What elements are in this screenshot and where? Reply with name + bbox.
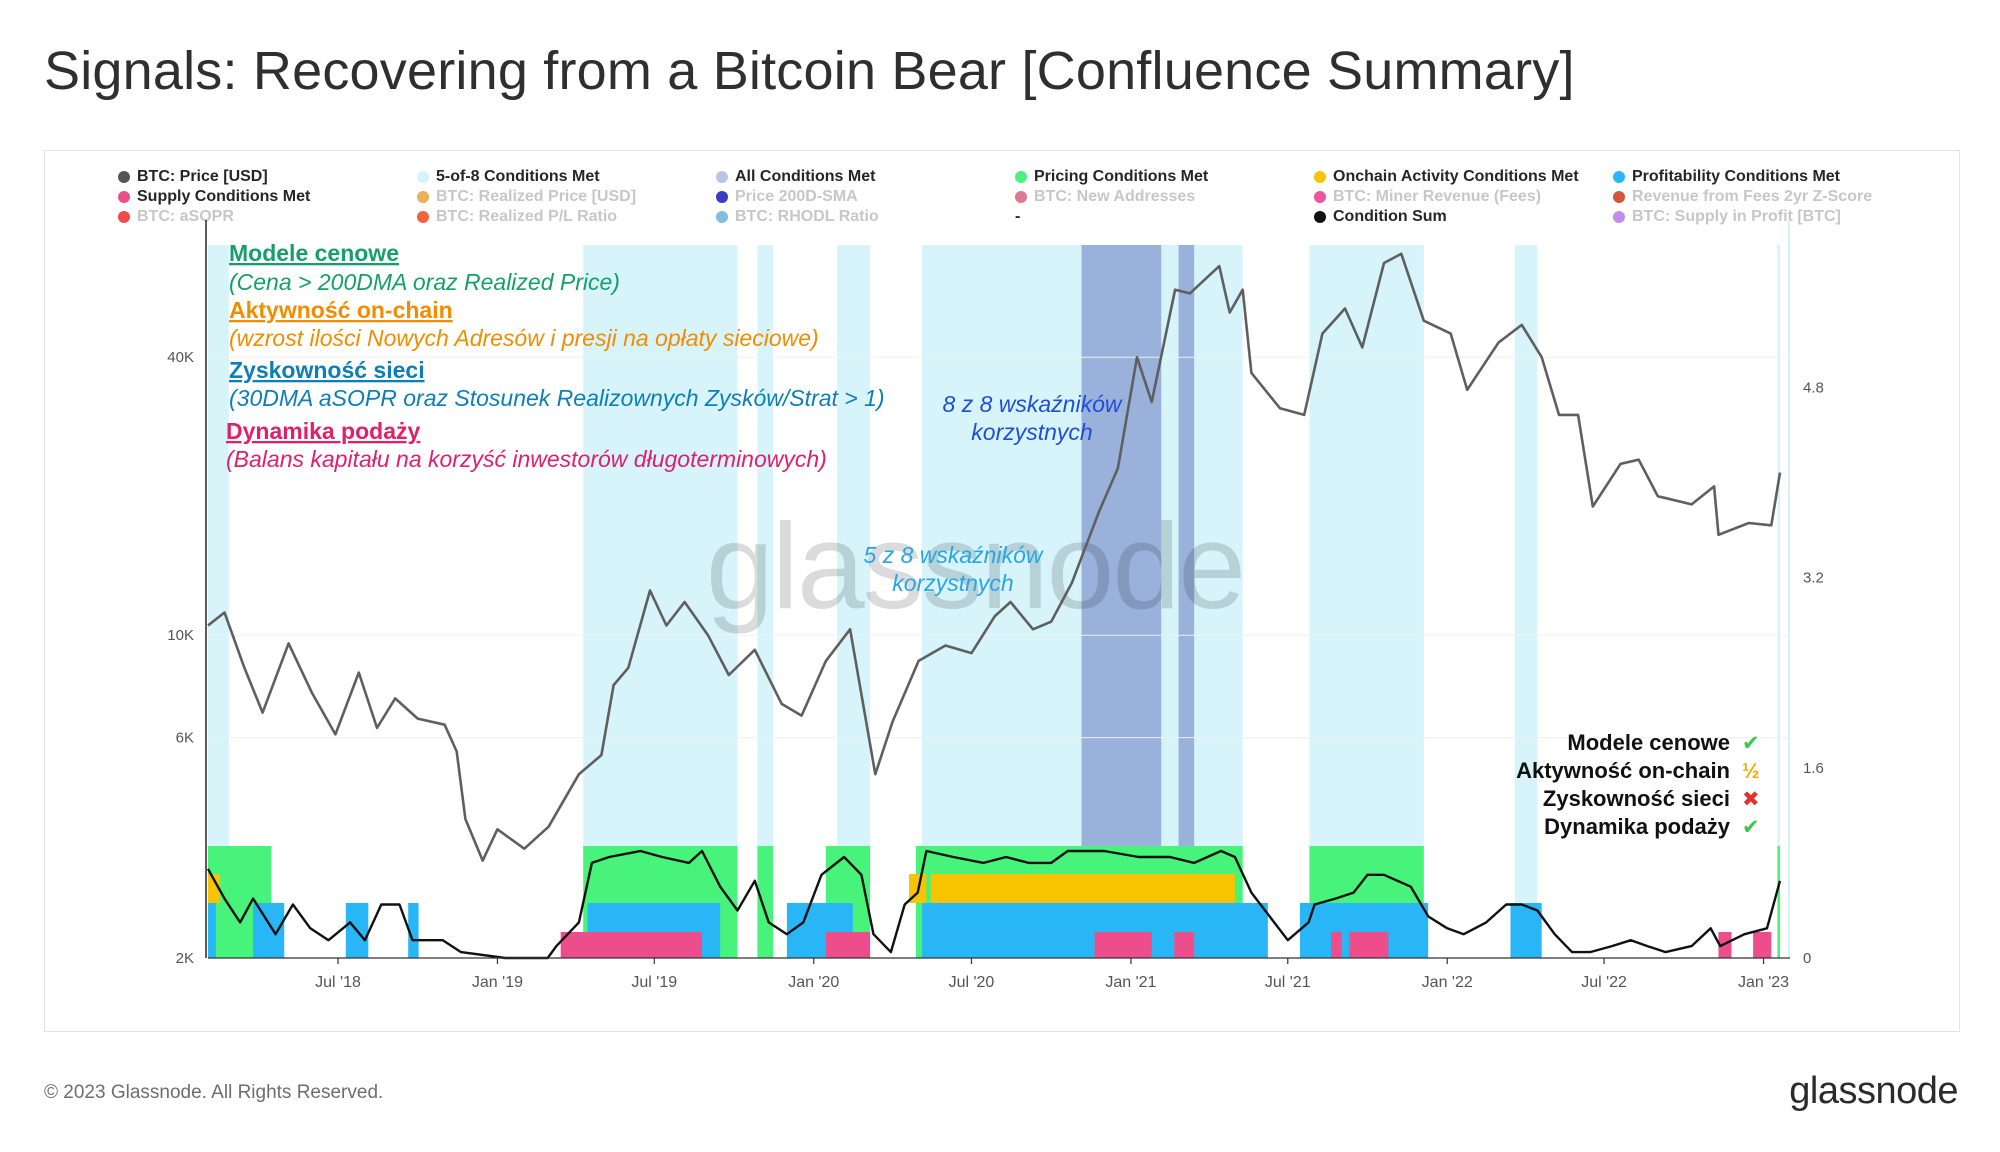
legend-dot-icon xyxy=(1613,211,1625,223)
legend-label: BTC: Realized P/L Ratio xyxy=(436,208,618,225)
legend-item[interactable]: Supply Conditions Met xyxy=(118,188,310,206)
legend-item[interactable]: 5-of-8 Conditions Met xyxy=(417,168,600,186)
legend-item[interactable]: Pricing Conditions Met xyxy=(1015,168,1208,186)
legend-item[interactable]: Revenue from Fees 2yr Z-Score xyxy=(1613,188,1872,206)
legend-item[interactable]: BTC: RHODL Ratio xyxy=(716,208,879,226)
legend-item[interactable]: Profitability Conditions Met xyxy=(1613,168,1840,186)
legend-label: Supply Conditions Met xyxy=(137,188,311,205)
legend-label: BTC: New Addresses xyxy=(1034,188,1196,205)
legend-label: Price 200D-SMA xyxy=(735,188,858,205)
legend-dot-icon xyxy=(118,171,130,183)
legend-label: Condition Sum xyxy=(1333,208,1447,225)
legend-dot-icon xyxy=(1314,211,1326,223)
legend-dot-icon xyxy=(1613,171,1625,183)
footer-logo[interactable]: glassnode xyxy=(1789,1070,1958,1112)
legend-dot-icon xyxy=(716,171,728,183)
legend-item[interactable]: BTC: Miner Revenue (Fees) xyxy=(1314,188,1541,206)
legend-dot-icon xyxy=(417,171,429,183)
legend-item[interactable]: All Conditions Met xyxy=(716,168,875,186)
legend-item[interactable]: BTC: aSOPR xyxy=(118,208,234,226)
legend-dot-icon xyxy=(716,191,728,203)
legend-label: - xyxy=(1015,208,1021,225)
legend-item[interactable]: BTC: New Addresses xyxy=(1015,188,1195,206)
legend-dot-icon xyxy=(118,211,130,223)
legend-item[interactable]: BTC: Realized P/L Ratio xyxy=(417,208,617,226)
legend-dot-icon xyxy=(1314,171,1326,183)
legend-item[interactable]: Onchain Activity Conditions Met xyxy=(1314,168,1579,186)
legend-item[interactable]: BTC: Realized Price [USD] xyxy=(417,188,636,206)
chart-card xyxy=(44,150,1960,1032)
legend-label: 5-of-8 Conditions Met xyxy=(436,168,600,185)
legend-dot-icon xyxy=(417,191,429,203)
legend-dot-icon xyxy=(118,191,130,203)
legend-label: All Conditions Met xyxy=(735,168,876,185)
legend-label: BTC: aSOPR xyxy=(137,208,234,225)
legend-label: BTC: Miner Revenue (Fees) xyxy=(1333,188,1542,205)
legend-dot-icon xyxy=(1015,191,1027,203)
legend-dot-icon xyxy=(1015,171,1027,183)
legend-item[interactable]: - xyxy=(1015,208,1020,226)
page-title: Signals: Recovering from a Bitcoin Bear … xyxy=(44,41,1575,101)
legend-item[interactable]: BTC: Supply in Profit [BTC] xyxy=(1613,208,1841,226)
legend-dot-icon xyxy=(1314,191,1326,203)
legend-item[interactable]: BTC: Price [USD] xyxy=(118,168,268,186)
legend-label: BTC: Realized Price [USD] xyxy=(436,188,637,205)
legend-dot-icon xyxy=(417,211,429,223)
legend-label: Onchain Activity Conditions Met xyxy=(1333,168,1579,185)
legend-label: Revenue from Fees 2yr Z-Score xyxy=(1632,188,1873,205)
legend-label: BTC: RHODL Ratio xyxy=(735,208,879,225)
legend-item[interactable]: Price 200D-SMA xyxy=(716,188,858,206)
legend-item[interactable]: Condition Sum xyxy=(1314,208,1447,226)
legend-dot-icon xyxy=(1613,191,1625,203)
legend-label: BTC: Price [USD] xyxy=(137,168,268,185)
legend-label: BTC: Supply in Profit [BTC] xyxy=(1632,208,1841,225)
footer-copyright: © 2023 Glassnode. All Rights Reserved. xyxy=(44,1082,384,1103)
legend-dot-icon xyxy=(716,211,728,223)
legend-label: Pricing Conditions Met xyxy=(1034,168,1209,185)
legend-label: Profitability Conditions Met xyxy=(1632,168,1840,185)
